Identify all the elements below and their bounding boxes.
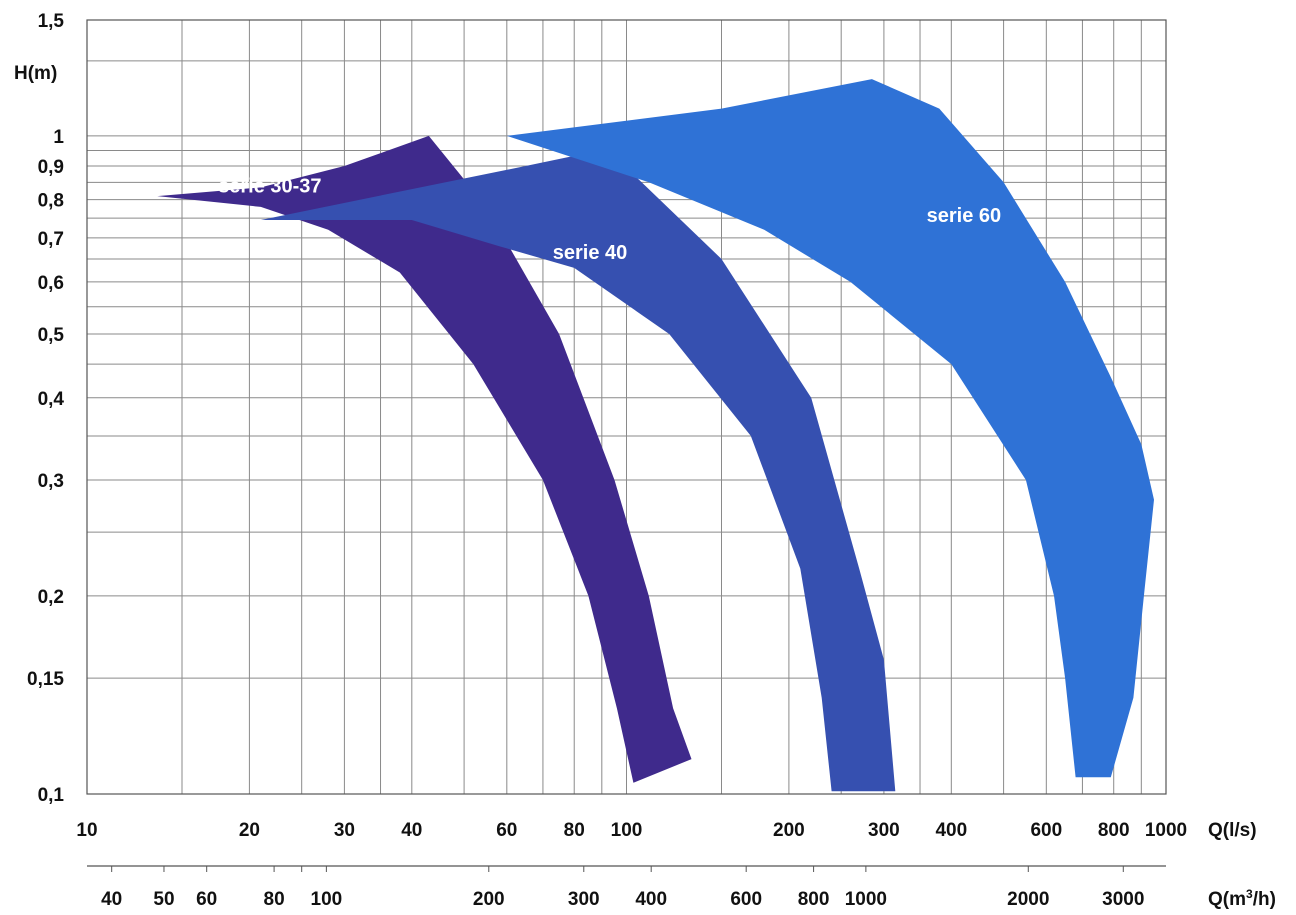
x2-tick-label: 80 [264, 889, 285, 910]
series-labels: serie 30-37 serie 40 serie 60 [218, 176, 1001, 264]
y-tick-label: 0,1 [38, 785, 65, 806]
x-tick-label: 40 [401, 820, 422, 841]
y-tick-label: 0,2 [38, 587, 64, 608]
y-tick-label: 0,9 [38, 157, 64, 178]
x-axis-label: Q(l/s) [1208, 820, 1257, 841]
y-tick-label: 0,4 [38, 389, 65, 410]
x2-axis-ticks: 40 50 60 80 100 200 300 400 600 800 1000 2000 3000 [101, 866, 1144, 910]
x2-tick-label: 100 [311, 889, 343, 910]
series-area-1 [157, 135, 692, 783]
x2-tick-label: 600 [730, 889, 762, 910]
y-tick-label: 1 [53, 127, 64, 148]
y-tick-label: 0,3 [38, 471, 64, 492]
x2-tick-label: 200 [473, 889, 505, 910]
x-tick-label: 80 [564, 820, 585, 841]
y-tick-label: 0,6 [38, 273, 64, 294]
x-tick-label: 200 [773, 820, 805, 841]
series-label-1: serie 30-37 [218, 176, 321, 198]
x-tick-label: 800 [1098, 820, 1130, 841]
x-tick-label: 1000 [1145, 820, 1187, 841]
x2-tick-label: 2000 [1007, 889, 1049, 910]
x-tick-label: 300 [868, 820, 900, 841]
x-tick-label: 10 [76, 820, 97, 841]
x-axis-ticks: 10 20 30 40 60 80 100 200 300 400 600 800 1000 [76, 820, 1187, 841]
y-tick-label: 1,5 [38, 11, 65, 32]
y-axis-ticks: 1,5 1 0,9 0,8 0,7 0,6 0,5 0,4 0,3 0,2 0,15 0,1 [27, 11, 64, 806]
series-area-3 [506, 79, 1154, 778]
series-label-3: serie 60 [927, 205, 1002, 227]
x-tick-label: 20 [239, 820, 260, 841]
y-tick-label: 0,5 [38, 325, 65, 346]
series-areas [157, 79, 1154, 792]
x2-tick-label: 50 [153, 889, 174, 910]
y-axis-label: H(m) [14, 63, 57, 84]
y-tick-label: 0,15 [27, 669, 64, 690]
x2-tick-label: 60 [196, 889, 217, 910]
series-area-2 [260, 149, 896, 792]
y-tick-label: 0,7 [38, 229, 64, 250]
x2-tick-label: 800 [798, 889, 830, 910]
x2-tick-label: 300 [568, 889, 600, 910]
y-tick-label: 0,8 [38, 191, 64, 212]
x-tick-label: 400 [935, 820, 967, 841]
x2-tick-label: 3000 [1102, 889, 1144, 910]
x-tick-label: 60 [496, 820, 517, 841]
x-tick-label: 600 [1030, 820, 1062, 841]
x2-tick-label: 40 [101, 889, 122, 910]
x-tick-label: 30 [334, 820, 355, 841]
series-label-2: serie 40 [553, 242, 628, 264]
plot-frame [86, 19, 1167, 795]
x2-tick-label: 1000 [845, 889, 887, 910]
x2-axis-label: Q(m3/h) [1208, 887, 1276, 910]
x-tick-label: 100 [611, 820, 643, 841]
x2-tick-label: 400 [635, 889, 667, 910]
